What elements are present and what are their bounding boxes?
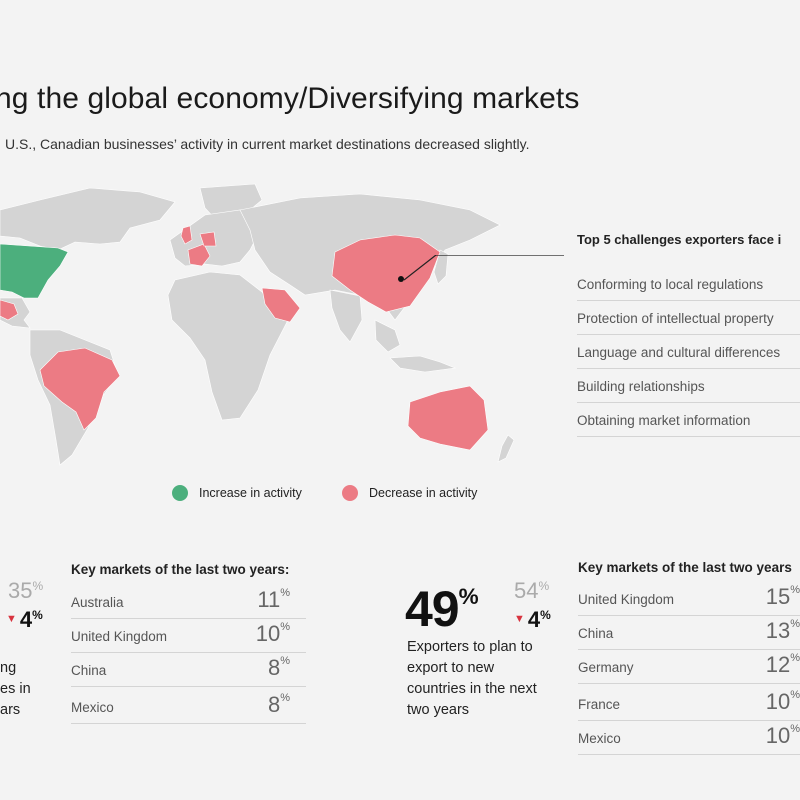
- left-stat-previous: 35%: [8, 578, 44, 603]
- country-china: [331, 234, 441, 313]
- decrease-legend-swatch: [342, 485, 358, 501]
- land-india: [329, 289, 363, 343]
- key-markets-right-table: United Kingdom 15% China 13% Germany 12% Fr…: [578, 582, 800, 755]
- challenge-item: Language and cultural differences: [577, 335, 800, 369]
- right-stat-current: 49%: [405, 581, 479, 637]
- table-row: China 8%: [71, 653, 306, 687]
- country-australia: [407, 385, 489, 451]
- country-usa: [0, 243, 69, 299]
- right-stat-previous: 54%: [514, 578, 550, 603]
- right-stat-delta: ▼ 4%: [514, 607, 551, 632]
- key-markets-right-title: Key markets of the last two years: [578, 560, 792, 575]
- down-arrow-icon: ▼: [6, 612, 17, 625]
- table-row: France 10%: [578, 684, 800, 721]
- table-row: Mexico 10%: [578, 721, 800, 755]
- page-subtitle: U.S., Canadian businesses’ activity in c…: [5, 136, 530, 152]
- country-brazil: [39, 347, 121, 431]
- country-saudi-arabia: [261, 287, 301, 323]
- challenges-heading: Top 5 challenges exporters face i: [577, 232, 782, 247]
- table-row: China 13%: [578, 616, 800, 650]
- challenge-item: Conforming to local regulations: [577, 267, 800, 301]
- table-row: United Kingdom 10%: [71, 619, 306, 653]
- page-title: ng the global economy/Diversifying marke…: [0, 82, 580, 115]
- land-north-america: [0, 187, 176, 251]
- land-new-zealand: [497, 434, 515, 463]
- country-uk: [180, 225, 193, 245]
- land-indonesia: [389, 355, 457, 373]
- table-row: Germany 12%: [578, 650, 800, 684]
- right-stat-description: Exporters to plan to export to new count…: [407, 639, 537, 718]
- table-row: Australia 11%: [71, 585, 306, 619]
- callout-line: [404, 255, 564, 281]
- table-row: United Kingdom 15%: [578, 582, 800, 616]
- land-africa: [167, 271, 289, 421]
- down-arrow-icon: ▼: [514, 612, 525, 625]
- challenges-panel: Top 5 challenges exporters face i Confor…: [577, 232, 800, 437]
- country-germany: [199, 231, 217, 247]
- decrease-legend-label: Decrease in activity: [369, 486, 478, 500]
- table-row: Mexico 8%: [71, 687, 306, 724]
- increase-legend-swatch: [172, 485, 188, 501]
- challenge-item: Protection of intellectual property: [577, 301, 800, 335]
- increase-countries: [0, 243, 69, 299]
- challenge-item: Building relationships: [577, 369, 800, 403]
- land-japan: [433, 249, 449, 285]
- china-callout-dot: [398, 276, 404, 282]
- left-stat-delta: ▼ 4%: [6, 607, 43, 632]
- land-southeast-asia: [374, 319, 401, 353]
- key-markets-left-table: Australia 11% United Kingdom 10% China 8% M…: [71, 585, 306, 724]
- country-mexico: [0, 299, 19, 321]
- decrease-countries: [0, 225, 489, 451]
- world-map: [0, 183, 515, 466]
- increase-legend-label: Increase in activity: [199, 486, 302, 500]
- country-france: [187, 243, 211, 267]
- key-markets-left-title: Key markets of the last two years:: [71, 562, 290, 577]
- left-stat-description: ng es in ars: [0, 660, 31, 718]
- challenge-item: Obtaining market information: [577, 403, 800, 437]
